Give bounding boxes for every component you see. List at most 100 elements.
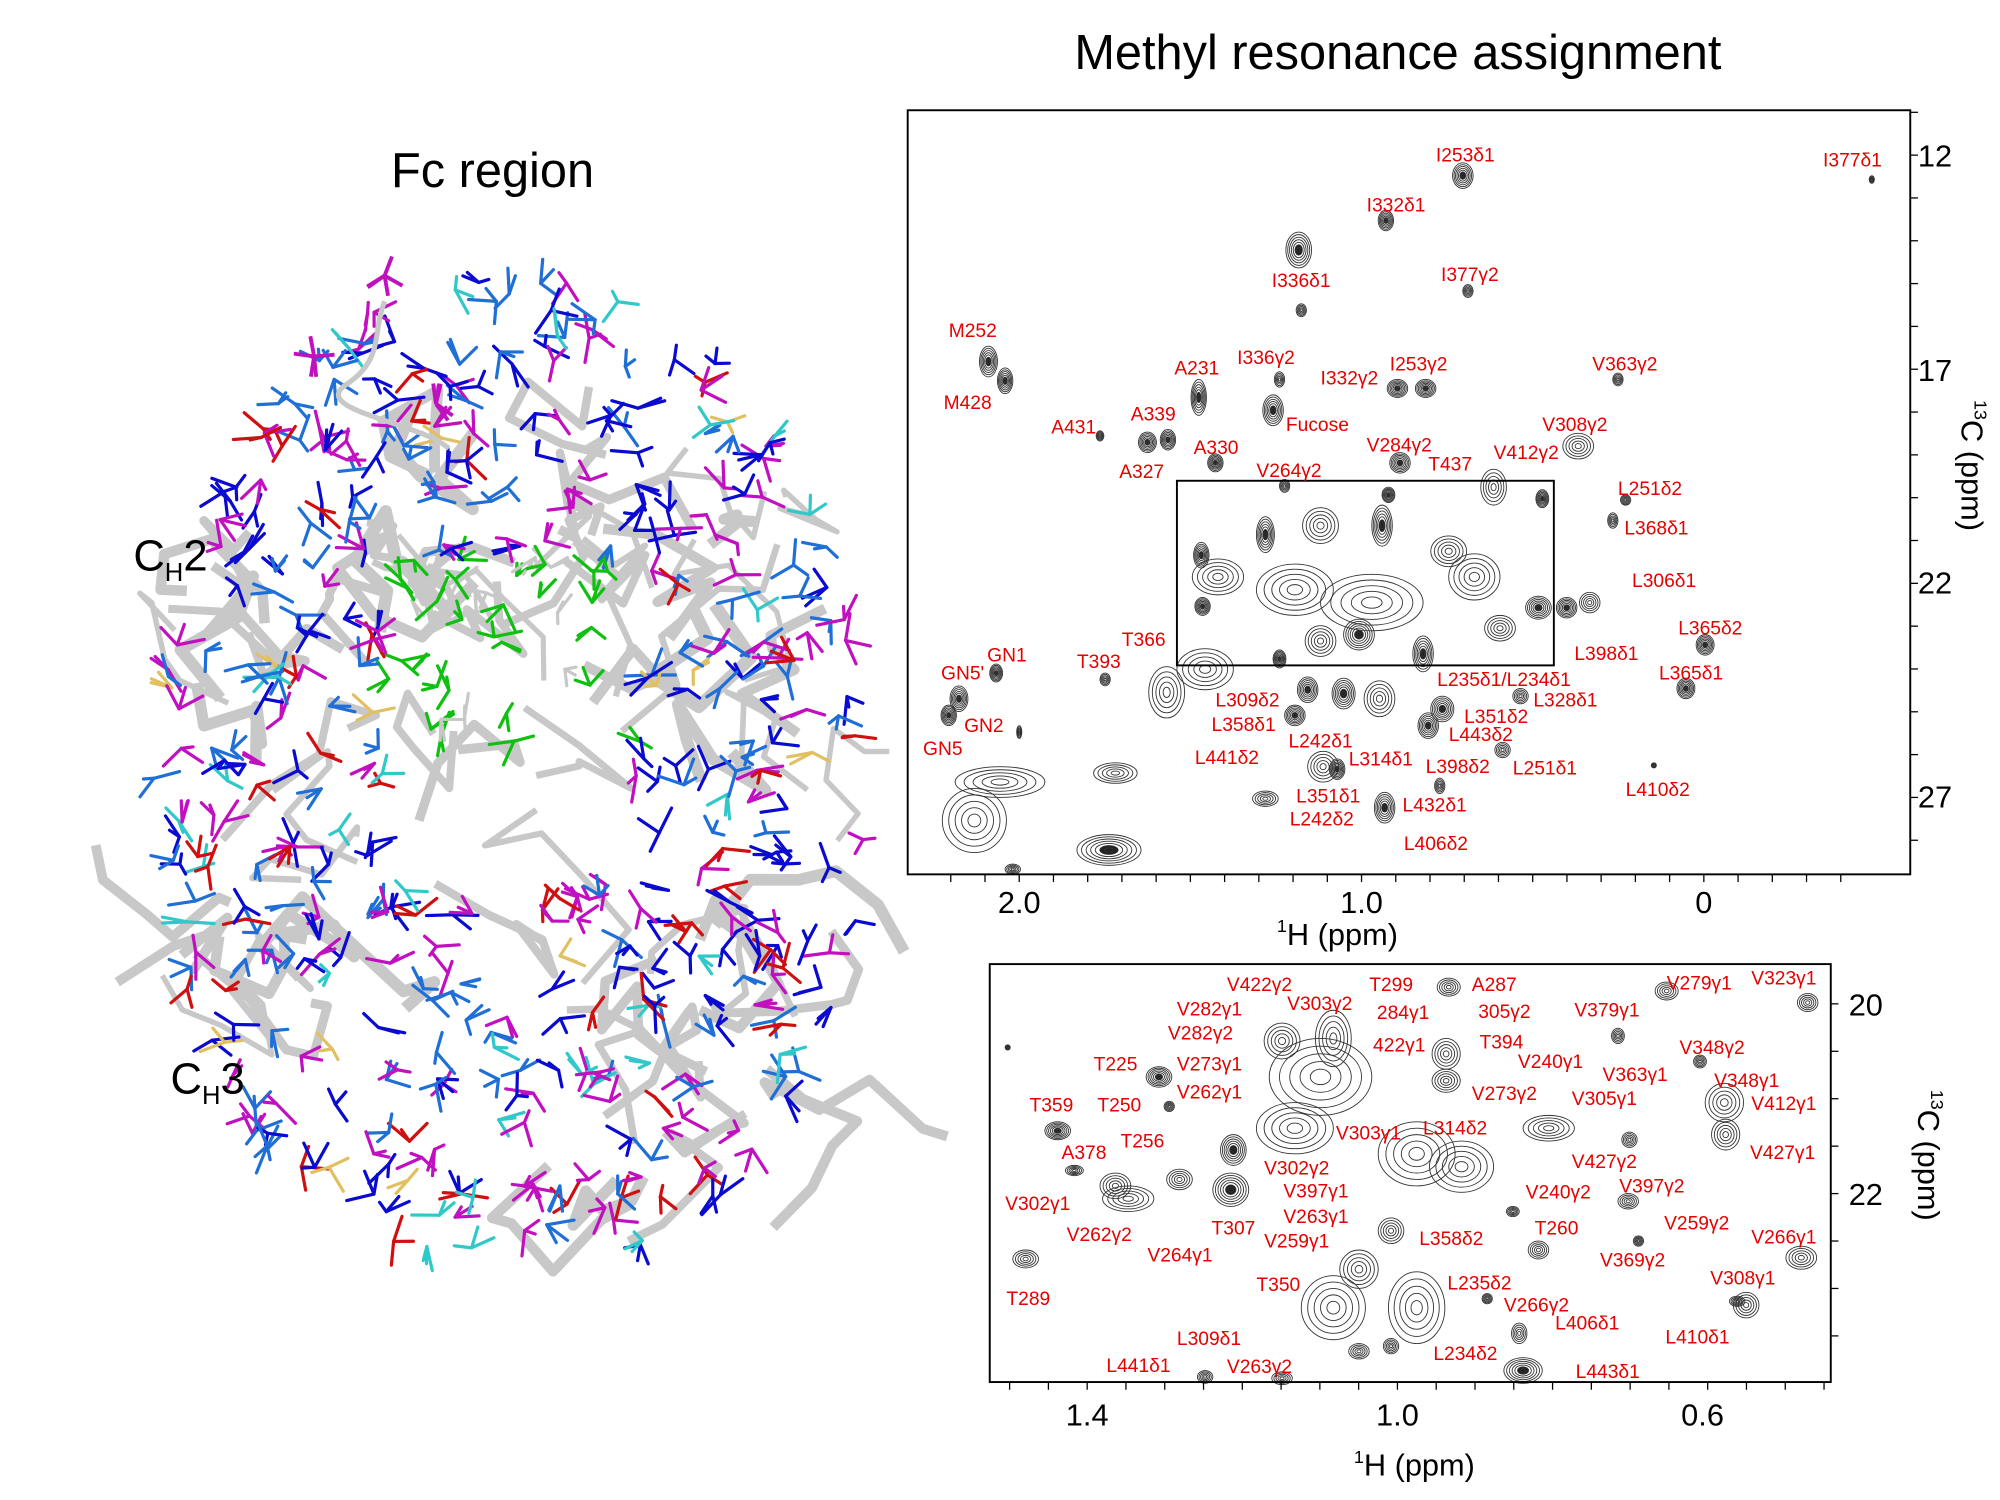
side-chain-sticks — [191, 933, 216, 981]
contour-peak — [1729, 1295, 1746, 1307]
contour-peak — [1796, 993, 1819, 1012]
contour-peak — [1612, 372, 1624, 387]
side-chain-sticks — [268, 845, 292, 868]
side-chain-sticks — [741, 587, 780, 623]
side-chain-sticks — [272, 749, 309, 785]
x-tick: 1.4 — [1066, 1398, 1109, 1433]
peak-label: V259γ1 — [1264, 1231, 1329, 1252]
ribbon-segment — [90, 844, 232, 942]
contour-peak — [1377, 1217, 1405, 1245]
side-chain-sticks — [232, 887, 261, 925]
side-chain-sticks — [491, 543, 522, 556]
contour-peak — [940, 704, 957, 727]
side-chain-sticks — [160, 653, 183, 687]
side-chain-sticks — [703, 993, 725, 1012]
peak-label: V422γ2 — [1227, 975, 1292, 996]
side-chain-sticks — [764, 635, 796, 665]
contour-peak — [1676, 677, 1696, 700]
side-chain-sticks — [563, 665, 578, 688]
x-tick: 1.0 — [1340, 885, 1383, 920]
side-chain-sticks — [525, 544, 547, 577]
peak-label: T225 — [1094, 1055, 1138, 1076]
side-chain-sticks — [364, 1130, 391, 1159]
side-chain-sticks — [815, 593, 858, 627]
peak-label: L410δ1 — [1665, 1328, 1729, 1349]
side-chain-sticks — [621, 1170, 643, 1183]
contour-peak — [1268, 1038, 1373, 1116]
ribbon-segment — [777, 487, 840, 535]
ribbon-segment — [168, 604, 285, 680]
contour-peak — [1193, 541, 1210, 569]
side-chain-sticks — [362, 1011, 407, 1035]
side-chain-sticks — [201, 758, 240, 777]
peak-label: I336γ2 — [1237, 348, 1295, 369]
peak-label: Fucose — [1286, 415, 1349, 436]
peak-label: L398δ2 — [1426, 757, 1490, 778]
side-chain-sticks — [494, 350, 524, 380]
ribbon-segment — [317, 574, 388, 668]
side-chain-sticks — [719, 901, 753, 937]
side-chain-sticks — [328, 812, 352, 846]
side-chain-sticks — [741, 479, 786, 509]
side-chain-sticks — [315, 1031, 340, 1062]
side-chain-sticks — [667, 914, 688, 934]
side-chain-sticks — [795, 631, 824, 661]
contour-peak — [1284, 704, 1306, 727]
peak-label: V303γ1 — [1336, 1124, 1401, 1145]
peak-label: A378 — [1062, 1143, 1107, 1164]
side-chain-sticks — [536, 311, 570, 340]
side-chain-sticks — [672, 940, 698, 975]
contour-peak — [1279, 479, 1291, 493]
side-chain-sticks — [541, 1014, 586, 1036]
peak-label: L358δ1 — [1212, 715, 1276, 736]
side-chain-sticks — [734, 1147, 769, 1175]
hinge-loop — [335, 300, 451, 451]
ribbon-segment — [759, 1074, 949, 1142]
contour-peak — [1263, 1022, 1301, 1060]
contour-peak — [1191, 558, 1245, 596]
contour-peak — [1176, 648, 1234, 691]
peak-label: L235δ1/L234δ1 — [1437, 670, 1571, 691]
side-chain-sticks — [484, 1015, 519, 1039]
side-chain-sticks — [687, 627, 731, 655]
side-chain-sticks — [543, 521, 572, 549]
side-chain-sticks — [476, 620, 524, 639]
contour-peak — [1212, 1172, 1250, 1207]
spectrum-frame — [906, 109, 1912, 876]
side-chain-sticks — [270, 1027, 290, 1059]
peak-label: V427γ2 — [1572, 1152, 1637, 1173]
side-chain-sticks — [250, 582, 295, 604]
side-chain-sticks — [792, 964, 823, 997]
side-chain-sticks — [434, 371, 469, 401]
side-chain-sticks — [304, 912, 324, 941]
side-chain-sticks — [661, 1121, 684, 1141]
ch2-domain-label: CH2 — [133, 533, 207, 587]
side-chain-sticks — [386, 1167, 419, 1195]
peak-label: T350 — [1256, 1275, 1300, 1296]
side-chain-sticks — [445, 445, 473, 485]
peak-label: M428 — [944, 393, 992, 414]
y-tick: 12 — [1918, 139, 1952, 174]
peak-label: L406δ1 — [1555, 1313, 1619, 1334]
ribbon-segment — [114, 912, 233, 987]
side-chain-sticks — [608, 1201, 639, 1235]
contour-peak — [1371, 504, 1393, 547]
contour-peak — [996, 367, 1014, 395]
side-chain-sticks — [703, 459, 738, 491]
side-chain-sticks — [487, 476, 521, 503]
peak-label: V379γ1 — [1574, 1001, 1639, 1022]
peak-label: V348γ1 — [1714, 1071, 1779, 1092]
peak-label: V259γ2 — [1664, 1213, 1729, 1234]
side-chain-sticks — [316, 480, 325, 528]
peak-label: V263γ1 — [1283, 1207, 1348, 1228]
side-chain-sticks — [759, 694, 780, 714]
side-chain-sticks — [641, 971, 676, 990]
peak-label: A287 — [1472, 975, 1517, 996]
side-chain-sticks — [623, 647, 677, 678]
side-chain-sticks — [642, 994, 666, 1035]
contour-peak — [979, 345, 998, 378]
ribbon-segment — [656, 1002, 709, 1076]
side-chain-sticks — [732, 451, 763, 472]
side-chain-sticks — [772, 834, 793, 872]
side-chain-sticks — [624, 1055, 651, 1070]
